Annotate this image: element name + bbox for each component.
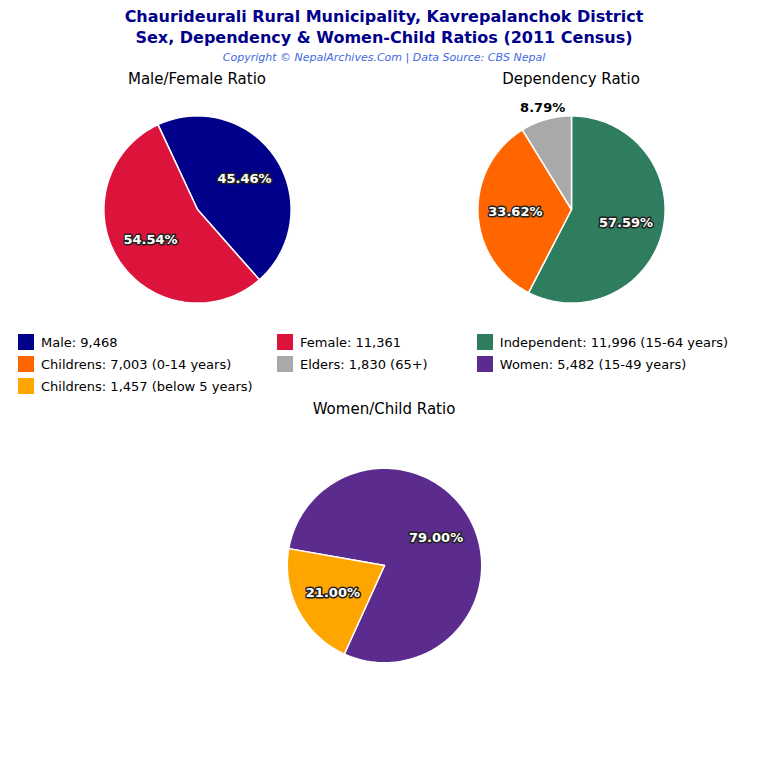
html-text:Chaurideurali Rural Municipali: Chaurideurali Rural Municipality, Kavrep… [124,7,644,26]
svg-text:33.62%: 33.62% [488,204,542,219]
html-text:Elders: 1,830 (65+): Elders: 1,830 (65+) [300,356,428,372]
html-text:Childrens: 1,457 (below 5 year: Childrens: 1,457 (below 5 years) [41,378,253,394]
html-text:Copyright © NepalArchives.Com: Copyright © NepalArchives.Com | Data Sou… [222,51,546,64]
html-text:Male: 9,468: Male: 9,468 [41,334,118,350]
html-text:Women/Child Ratio: Women/Child Ratio [312,400,456,418]
svg-text:57.59%: 57.59% [599,215,653,230]
html-text:Women: 5,482 (15-49 years): Women: 5,482 (15-49 years) [499,356,687,372]
html-text:Female: 11,361: Female: 11,361 [300,334,401,350]
html-text:Childrens: 7,003 (0-14 years): Childrens: 7,003 (0-14 years) [41,356,232,372]
html-text:Independent: 11,996 (15-64 yea: Independent: 11,996 (15-64 years) [499,334,729,350]
svg-text:8.79%: 8.79% [520,100,565,115]
svg-text:54.54%: 54.54% [123,232,177,247]
html-text:Male/Female Ratio: Male/Female Ratio [127,70,266,88]
svg-text:79.00%: 79.00% [409,530,463,545]
svg-text:45.46%: 45.46% [217,171,271,186]
html-text:Dependency Ratio: Dependency Ratio [502,70,640,88]
html-text:Sex, Dependency & Women-Child: Sex, Dependency & Women-Child Ratios (20… [135,28,633,47]
svg-text:21.00%: 21.00% [306,585,360,600]
